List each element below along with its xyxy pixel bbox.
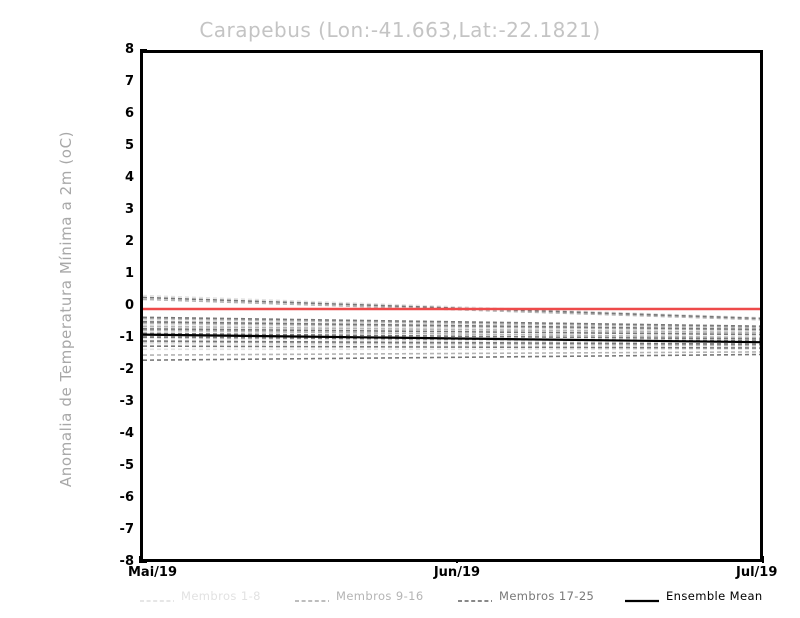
member-line-25 <box>143 353 760 361</box>
member-line-19 <box>143 321 760 331</box>
legend-label: Membros 1-8 <box>181 589 261 603</box>
legend-item[interactable]: Membros 9-16 <box>295 588 424 604</box>
member-line-23 <box>143 340 760 345</box>
member-line-15 <box>143 340 760 347</box>
y-tick-label: 1 <box>124 266 134 281</box>
member-line-10 <box>143 317 760 329</box>
x-tick-label: Mai/19 <box>128 565 178 580</box>
legend-swatch-icon <box>295 591 329 602</box>
y-tick-label: 6 <box>124 106 134 121</box>
y-tick-label: -7 <box>119 522 134 537</box>
x-tick-mark <box>762 556 764 563</box>
member-line-21 <box>143 332 760 340</box>
y-tick-label: 0 <box>124 298 134 313</box>
plot-area <box>140 50 763 562</box>
y-tick-label: 5 <box>124 138 134 153</box>
y-tick-mark <box>140 561 147 563</box>
y-tick-label: -3 <box>119 394 134 409</box>
member-line-7 <box>143 342 760 348</box>
y-tick-label: -2 <box>119 362 134 377</box>
legend-swatch-icon <box>140 591 174 602</box>
member-line-3 <box>143 323 760 333</box>
y-axis-label: Anomalia de Temperatura Mínima a 2m (oC) <box>57 130 75 488</box>
ensemble-mean-line <box>143 333 760 344</box>
member-line-1 <box>143 294 760 319</box>
y-tick-label: -8 <box>119 554 134 569</box>
legend-item[interactable]: Membros 1-8 <box>140 588 261 604</box>
member-line-6 <box>143 337 760 344</box>
legend-swatch-icon <box>625 591 659 603</box>
y-tick-label: 4 <box>124 170 134 185</box>
member-line-16 <box>143 351 760 356</box>
member-line-13 <box>143 329 760 339</box>
member-line-18 <box>143 316 760 327</box>
y-tick-label: -4 <box>119 426 134 441</box>
legend-label: Membros 9-16 <box>336 589 424 603</box>
member-line-12 <box>143 325 760 334</box>
legend-label: Ensemble Mean <box>666 589 763 603</box>
legend-swatch-icon <box>458 591 492 602</box>
legend-item[interactable]: Ensemble Mean <box>625 588 763 604</box>
y-tick-label: -6 <box>119 490 134 505</box>
plot-lines <box>143 294 760 361</box>
y-tick-label: 7 <box>124 74 134 89</box>
x-tick-label: Jul/19 <box>736 565 778 580</box>
member-line-20 <box>143 328 760 336</box>
page-title: Carapebus (Lon:-41.663,Lat:-22.1821) <box>199 18 601 42</box>
y-tick-label: -1 <box>119 330 134 345</box>
member-line-24 <box>143 345 760 349</box>
legend-item[interactable]: Membros 17-25 <box>458 588 594 604</box>
y-tick-label: -5 <box>119 458 134 473</box>
legend-label: Membros 17-25 <box>499 589 595 603</box>
y-tick-label: 8 <box>124 42 134 57</box>
y-tick-label: 2 <box>124 234 134 249</box>
x-tick-label: Jun/19 <box>433 565 481 580</box>
chart-legend: Membros 1-8 Membros 9-16 Membros 17-25 Ense… <box>140 588 763 606</box>
y-tick-label: 3 <box>124 202 134 217</box>
